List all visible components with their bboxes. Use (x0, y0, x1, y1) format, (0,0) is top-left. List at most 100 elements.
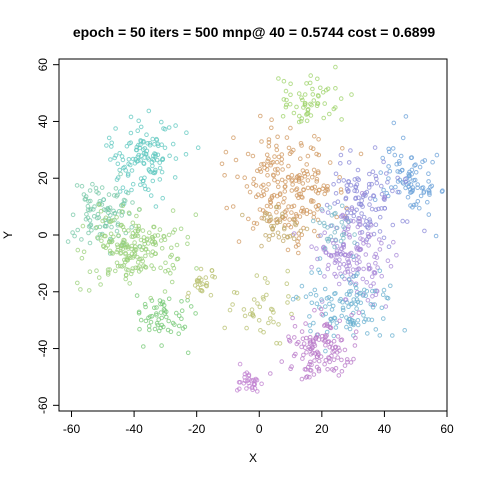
data-point-cluster-11 (360, 276, 366, 282)
data-point-cluster-5 (143, 246, 149, 252)
data-point-cluster-13 (316, 358, 322, 364)
data-point-cluster-0 (333, 86, 338, 91)
data-point-cluster-12 (345, 319, 351, 325)
data-point-cluster-6 (152, 305, 157, 311)
data-point-cluster-2 (291, 236, 297, 241)
data-point-cluster-1 (219, 161, 225, 167)
data-point-cluster-3 (134, 144, 140, 150)
data-point-cluster-7 (199, 288, 205, 294)
data-point-cluster-12 (323, 348, 328, 354)
data-point-cluster-3 (126, 157, 132, 162)
data-point-cluster-5 (105, 267, 111, 273)
data-point-cluster-13 (314, 364, 320, 370)
data-point-cluster-11 (374, 255, 380, 260)
data-point-cluster-1 (316, 187, 322, 193)
data-point-cluster-8 (247, 311, 253, 317)
data-point-cluster-1 (261, 161, 267, 167)
data-point-cluster-9 (403, 185, 408, 191)
data-point-cluster-1 (289, 204, 295, 210)
data-point-cluster-9 (410, 187, 416, 193)
data-point-cluster-3 (166, 125, 172, 130)
data-point-cluster-13 (323, 333, 328, 338)
data-point-cluster-3 (128, 140, 133, 145)
data-point-cluster-6 (179, 299, 184, 304)
x-tick-label: 60 (440, 422, 454, 436)
data-point-cluster-6 (159, 343, 164, 348)
data-point-cluster-15 (339, 219, 345, 225)
data-point-cluster-1 (257, 207, 263, 212)
data-point-cluster-12 (372, 288, 378, 294)
data-point-cluster-0 (310, 92, 316, 97)
data-point-cluster-13 (316, 351, 321, 356)
data-point-cluster-12 (344, 292, 350, 297)
data-point-cluster-2 (263, 233, 268, 238)
data-point-cluster-9 (394, 161, 400, 167)
data-point-cluster-3 (138, 182, 143, 188)
data-point-cluster-1 (277, 192, 283, 197)
data-point-cluster-4 (107, 205, 113, 210)
data-point-cluster-13 (339, 337, 345, 343)
data-point-cluster-1 (251, 220, 257, 226)
data-point-cluster-13 (327, 344, 333, 350)
data-point-cluster-1 (286, 145, 292, 151)
data-point-cluster-0 (309, 102, 314, 108)
data-point-cluster-2 (275, 230, 281, 236)
data-point-cluster-11 (329, 253, 334, 259)
data-point-cluster-1 (285, 247, 291, 253)
data-point-cluster-12 (351, 319, 356, 324)
data-point-cluster-5 (149, 263, 154, 268)
data-point-cluster-1 (312, 172, 318, 177)
data-point-cluster-1 (337, 175, 343, 180)
data-point-cluster-13 (292, 324, 298, 329)
data-point-cluster-9 (406, 173, 412, 179)
data-point-cluster-6 (146, 323, 152, 329)
data-point-cluster-11 (341, 261, 347, 267)
data-point-cluster-1 (282, 189, 288, 194)
data-point-cluster-12 (317, 270, 323, 276)
data-point-cluster-10 (333, 191, 339, 196)
data-point-cluster-11 (350, 267, 356, 273)
data-point-cluster-1 (223, 149, 229, 155)
data-point-cluster-0 (302, 103, 308, 108)
data-point-cluster-3 (109, 144, 114, 149)
data-point-cluster-3 (138, 124, 144, 130)
data-point-cluster-11 (370, 294, 375, 299)
data-point-cluster-1 (265, 173, 270, 178)
data-point-cluster-4 (87, 188, 93, 193)
data-point-cluster-11 (351, 257, 357, 263)
data-point-cluster-10 (379, 191, 385, 197)
data-point-cluster-1 (344, 205, 349, 211)
data-point-cluster-10 (373, 222, 379, 227)
data-point-cluster-11 (373, 260, 378, 266)
data-point-cluster-12 (355, 318, 361, 323)
data-point-cluster-11 (360, 237, 365, 242)
data-point-cluster-13 (289, 364, 294, 369)
data-point-cluster-0 (294, 104, 299, 110)
data-point-cluster-3 (106, 135, 112, 141)
data-point-cluster-5 (111, 234, 116, 240)
data-point-cluster-12 (340, 307, 346, 313)
data-point-cluster-1 (266, 182, 271, 187)
data-point-cluster-8 (286, 294, 291, 299)
data-point-cluster-5 (169, 252, 174, 258)
data-point-cluster-1 (280, 167, 285, 172)
data-point-cluster-9 (420, 159, 425, 165)
data-point-cluster-13 (337, 348, 342, 353)
data-point-cluster-5 (138, 237, 144, 243)
data-point-cluster-3 (159, 169, 165, 175)
data-point-cluster-1 (269, 125, 274, 131)
data-point-cluster-12 (339, 313, 345, 319)
data-point-cluster-10 (373, 173, 379, 179)
data-point-cluster-5 (130, 266, 135, 271)
data-point-cluster-1 (246, 216, 251, 222)
data-point-cluster-0 (325, 86, 331, 92)
data-point-cluster-1 (289, 172, 295, 178)
data-point-cluster-1 (334, 214, 340, 220)
data-point-cluster-10 (386, 244, 392, 249)
data-point-cluster-13 (335, 355, 341, 360)
data-point-cluster-6 (154, 320, 160, 326)
data-point-cluster-1 (289, 178, 295, 184)
data-point-cluster-5 (134, 213, 139, 219)
data-point-cluster-5 (133, 244, 138, 249)
data-point-cluster-10 (338, 161, 343, 166)
